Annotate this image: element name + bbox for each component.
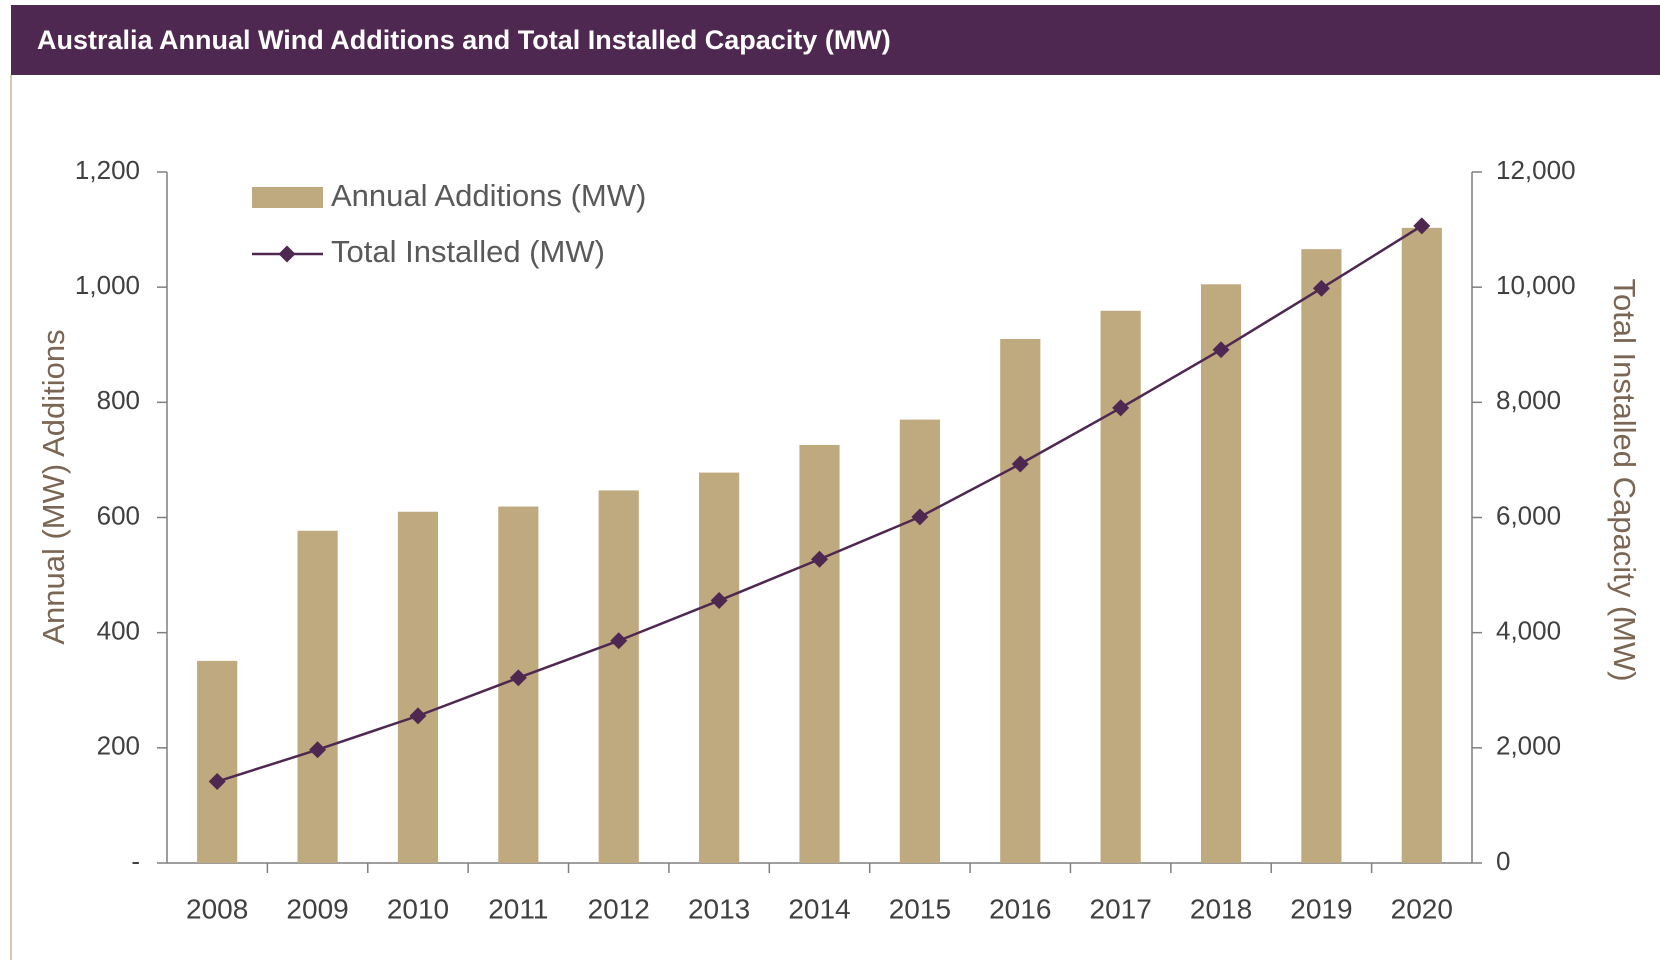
y2-tick-label: 8,000: [1496, 385, 1561, 415]
bar: [1200, 284, 1242, 864]
chart-title: Australia Annual Wind Additions and Tota…: [37, 25, 891, 55]
marker: [811, 550, 828, 568]
header-bar: [11, 5, 1660, 75]
legend-swatch: [252, 187, 323, 208]
x-tick-label: 2018: [1190, 893, 1252, 924]
bar: [397, 511, 439, 863]
x-tick-label: 2009: [286, 893, 348, 924]
x-tick-label: 2014: [788, 893, 850, 924]
x-tick-label: 2017: [1090, 893, 1152, 924]
bar: [1100, 310, 1141, 863]
y2-axis-title: Total Installed Capacity (MW): [1607, 278, 1642, 681]
bar: [598, 490, 639, 863]
y2-tick-label: 10,000: [1496, 270, 1576, 300]
y-tick-label: 800: [97, 385, 140, 415]
x-tick-label: 2011: [488, 893, 548, 924]
x-tick-label: 2012: [588, 893, 650, 924]
y2-tick-label: 2,000: [1496, 731, 1561, 761]
bar: [799, 444, 840, 863]
y-tick-label: 200: [97, 731, 140, 761]
bar: [899, 419, 940, 863]
y-axis-title: Annual (MW) Additions: [36, 329, 71, 644]
x-tick-label: 2016: [989, 893, 1051, 924]
marker: [309, 741, 327, 759]
y-tick-label: 1,200: [75, 155, 140, 185]
bar: [699, 472, 740, 863]
x-tick-label: 2008: [186, 893, 248, 924]
y2-tick-label: 0: [1496, 846, 1510, 876]
x-tick-label: 2019: [1290, 893, 1352, 924]
x-tick-label: 2013: [688, 893, 750, 924]
legend-marker: [278, 245, 296, 263]
y2-tick-label: 4,000: [1496, 616, 1561, 646]
bar: [197, 660, 238, 863]
y-tick-label: 400: [97, 616, 140, 646]
marker: [208, 773, 226, 791]
bar: [1401, 227, 1442, 863]
y2-tick-label: 12,000: [1496, 155, 1576, 185]
legend-label: Total Installed (MW): [331, 234, 605, 269]
marker: [710, 592, 728, 610]
marker: [610, 632, 628, 650]
marker: [1011, 455, 1029, 473]
bar: [297, 530, 338, 863]
x-tick-label: 2010: [387, 893, 449, 924]
bar: [1301, 249, 1342, 863]
y-tick-label: 600: [97, 500, 140, 530]
y-tick-label: -: [131, 846, 140, 876]
marker: [509, 669, 527, 687]
marker: [409, 707, 427, 725]
y-tick-label: 1,000: [75, 270, 140, 300]
x-tick-label: 2020: [1391, 893, 1453, 924]
y2-tick-label: 6,000: [1496, 500, 1561, 530]
legend-label: Annual Additions (MW): [331, 178, 646, 213]
x-tick-label: 2015: [889, 893, 951, 924]
bar: [1000, 338, 1041, 863]
